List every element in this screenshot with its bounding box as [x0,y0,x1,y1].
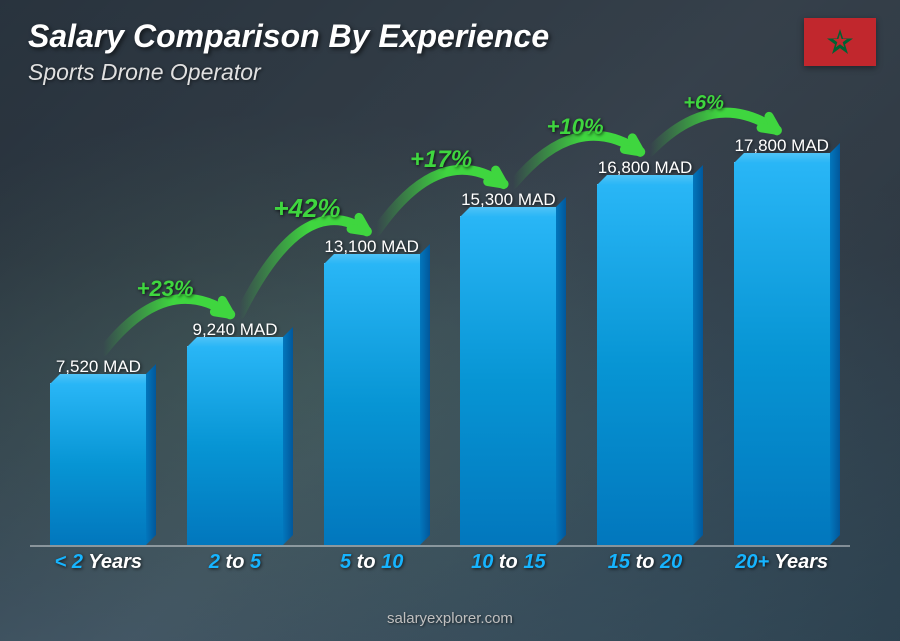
flag-morocco [804,18,876,66]
header: Salary Comparison By Experience Sports D… [28,18,872,86]
chart-area: 7,520 MAD9,240 MAD13,100 MAD15,300 MAD16… [30,110,850,581]
category-label: 5 to 10 [303,551,440,581]
bar-slot: 16,800 MAD [577,110,714,545]
category-label: < 2 Years [30,551,167,581]
bar [460,216,556,545]
page-title: Salary Comparison By Experience [28,18,872,55]
category-labels: < 2 Years2 to 55 to 1010 to 1515 to 2020… [30,551,850,581]
bar-slot: 7,520 MAD [30,110,167,545]
page-subtitle: Sports Drone Operator [28,59,872,86]
bar [50,383,146,545]
category-label: 15 to 20 [577,551,714,581]
bar-slot: 13,100 MAD [303,110,440,545]
footer-attribution: salaryexplorer.com [0,610,900,627]
bar [324,263,420,545]
bar-slot: 9,240 MAD [167,110,304,545]
bar [597,184,693,545]
bar-slot: 17,800 MAD [713,110,850,545]
category-label: 2 to 5 [167,551,304,581]
bar [187,346,283,545]
category-label: 10 to 15 [440,551,577,581]
bars-container: 7,520 MAD9,240 MAD13,100 MAD15,300 MAD16… [30,110,850,547]
star-icon [825,27,855,57]
category-label: 20+ Years [713,551,850,581]
bar-slot: 15,300 MAD [440,110,577,545]
bar [734,162,830,545]
